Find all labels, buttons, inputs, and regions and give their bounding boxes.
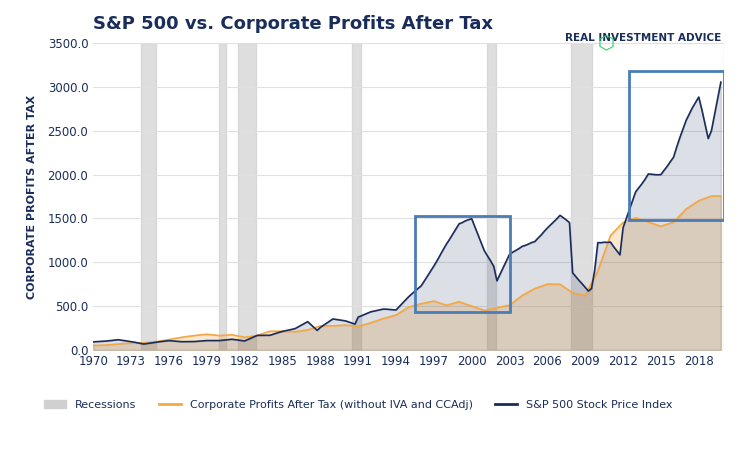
- Corporate Profits After Tax (without IVA and CCAdj): [205, 332, 214, 337]
- Line: Corporate Profits After Tax (without IVA and CCAdj): Corporate Profits After Tax (without IVA…: [93, 196, 721, 345]
- Bar: [238, 43, 256, 350]
- Corporate Profits After Tax (without IVA and CCAdj): [114, 341, 123, 347]
- Corporate Profits After Tax (without IVA and CCAdj): [663, 221, 672, 227]
- S&P 500 Stock Price Index: [126, 339, 135, 344]
- Bar: [219, 43, 225, 350]
- S&P 500 Stock Price Index: [89, 339, 98, 345]
- S&P 500 Stock Price Index: [114, 337, 123, 342]
- S&P 500 Stock Price Index: [666, 159, 675, 164]
- Bar: [487, 43, 496, 350]
- Corporate Profits After Tax (without IVA and CCAdj): [89, 342, 98, 348]
- Y-axis label: CORPORATE PROFITS AFTER TAX: CORPORATE PROFITS AFTER TAX: [27, 95, 36, 298]
- S&P 500 Stock Price Index: [716, 79, 725, 85]
- Corporate Profits After Tax (without IVA and CCAdj): [685, 204, 694, 210]
- Bar: [415, 216, 509, 312]
- Corporate Profits After Tax (without IVA and CCAdj): [716, 193, 725, 199]
- S&P 500 Stock Price Index: [259, 332, 268, 338]
- Bar: [352, 43, 361, 350]
- Text: S&P 500 vs. Corporate Profits After Tax: S&P 500 vs. Corporate Profits After Tax: [93, 15, 493, 33]
- Corporate Profits After Tax (without IVA and CCAdj): [713, 193, 722, 199]
- S&P 500 Stock Price Index: [688, 105, 697, 111]
- Bar: [571, 43, 591, 350]
- Corporate Profits After Tax (without IVA and CCAdj): [256, 332, 265, 337]
- Corporate Profits After Tax (without IVA and CCAdj): [126, 340, 135, 346]
- Bar: [630, 71, 724, 220]
- Bar: [140, 43, 157, 350]
- Line: S&P 500 Stock Price Index: S&P 500 Stock Price Index: [93, 82, 721, 344]
- Text: ⬡: ⬡: [597, 33, 615, 52]
- Legend: Recessions, Corporate Profits After Tax (without IVA and CCAdj), S&P 500 Stock P: Recessions, Corporate Profits After Tax …: [39, 396, 677, 414]
- Bar: [724, 43, 730, 350]
- S&P 500 Stock Price Index: [208, 338, 217, 343]
- S&P 500 Stock Price Index: [139, 341, 148, 347]
- Text: REAL INVESTMENT ADVICE: REAL INVESTMENT ADVICE: [565, 33, 721, 43]
